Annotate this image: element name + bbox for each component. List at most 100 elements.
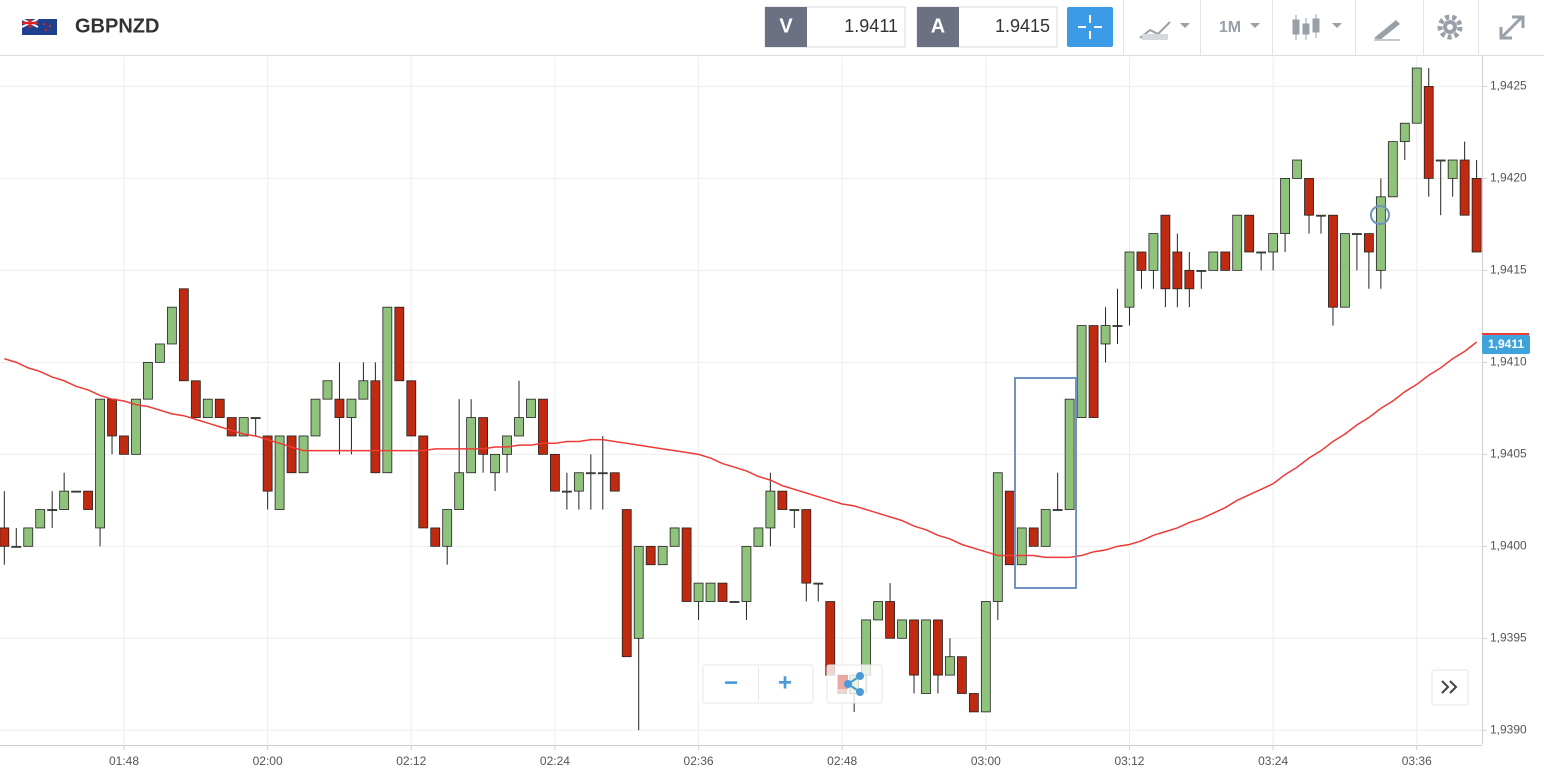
marker-circle [1370,205,1390,225]
candle-body [1280,178,1290,234]
candle-body [1064,398,1075,510]
candle-body [980,601,991,713]
candle-body [35,509,46,529]
x-tick-label: 01:48 [109,754,139,768]
candle-body [23,527,34,547]
candle-body [573,472,584,492]
candle-body [765,490,776,529]
candle-body [789,509,800,511]
candle-body [95,398,105,529]
y-tick-label: 1,9420 [1490,171,1527,185]
candle-body [1052,509,1063,511]
drawing-tool-button[interactable] [1374,20,1400,41]
candle-body [681,527,692,602]
timeframe-button[interactable]: 1M [1219,19,1260,36]
candle-body [286,435,297,474]
scroll-right-button[interactable] [1431,669,1469,706]
candle-body [1435,159,1446,162]
candle-body [1076,325,1087,418]
candle-body [526,398,536,418]
candle-body [693,582,704,602]
candle-body [430,527,441,547]
candle-body [1184,269,1195,290]
y-tick-label: 1,9415 [1490,263,1527,277]
candle-body [897,619,907,639]
candle-body [214,398,225,418]
candle-body [1040,509,1051,547]
x-tick-label: 02:24 [540,754,570,768]
candle-body [1447,159,1458,179]
share-button[interactable] [826,664,883,704]
candle-body [885,601,895,639]
candle-body [1172,251,1183,290]
zoom-controls: − + [702,664,814,704]
settings-button[interactable] [1437,14,1463,40]
candle-body [933,619,943,676]
bid-button[interactable]: V 1.9411 [764,6,906,48]
x-tick-label: 03:36 [1402,754,1432,768]
candle-body [107,398,117,437]
candle-body [0,527,10,547]
price-tag-box [1482,334,1530,354]
candle-body [921,619,931,694]
candle-body [442,509,453,547]
candle-body [717,582,728,602]
candle-body [298,435,309,474]
candle-body [1411,67,1422,124]
candle-body [478,417,489,455]
candle-body [1471,178,1482,253]
candle-body [777,490,788,510]
candle-body [1387,141,1398,198]
candle-body [454,472,465,510]
candle-body [1124,251,1135,308]
candle-body [1256,251,1267,254]
candle-body [1028,527,1039,547]
candle-body [83,490,93,510]
candle-body [1208,251,1219,271]
candle-body [11,545,22,548]
candle-body [238,417,249,437]
candle-body [633,545,644,639]
candle-body [190,380,201,418]
candle-body [1352,233,1362,235]
crosshair-bg[interactable] [1067,7,1113,47]
y-tick-label: 1,9425 [1490,79,1527,93]
candle-body [561,490,572,493]
zoom-in-button[interactable]: + [778,669,792,696]
zoom-out-button[interactable]: − [724,669,738,696]
candle-body [1268,233,1279,253]
bid-price[interactable]: 1.9411 [844,16,898,36]
ask-label[interactable]: A [931,15,945,37]
candle-body [406,380,417,437]
y-tick-label: 1,9400 [1490,538,1527,552]
chart-type-button[interactable] [1139,21,1190,40]
candle-body [1244,214,1255,253]
x-tick-label: 02:48 [827,754,857,768]
candle-body [262,435,273,492]
candle-body [753,527,764,547]
header-separators [1123,0,1479,55]
ask-price[interactable]: 1.9415 [995,16,1050,36]
candle-body [1196,269,1207,272]
candle-body [1112,325,1123,327]
y-tick-label: 1,9395 [1490,630,1527,644]
fullscreen-button[interactable] [1499,15,1525,40]
mark-layer [0,67,1482,731]
candle-body [250,417,261,419]
candle-body [418,435,429,529]
candle-body [645,545,656,566]
timeframe[interactable]: 1M [1219,19,1241,36]
candle-body [514,417,524,437]
bid-label-box[interactable] [765,7,807,47]
candle-body [310,398,321,437]
candle-body [1459,159,1470,216]
grid-layer [0,57,1482,745]
crosshair-button[interactable] [1067,7,1113,47]
bid-label[interactable]: V [779,15,793,37]
crosshair-icon[interactable] [1078,15,1102,39]
candle-style-button[interactable] [1292,14,1342,40]
ask-label-box[interactable] [917,7,959,47]
ask-button[interactable]: A 1.9415 [916,6,1058,48]
candle-body [394,306,405,382]
